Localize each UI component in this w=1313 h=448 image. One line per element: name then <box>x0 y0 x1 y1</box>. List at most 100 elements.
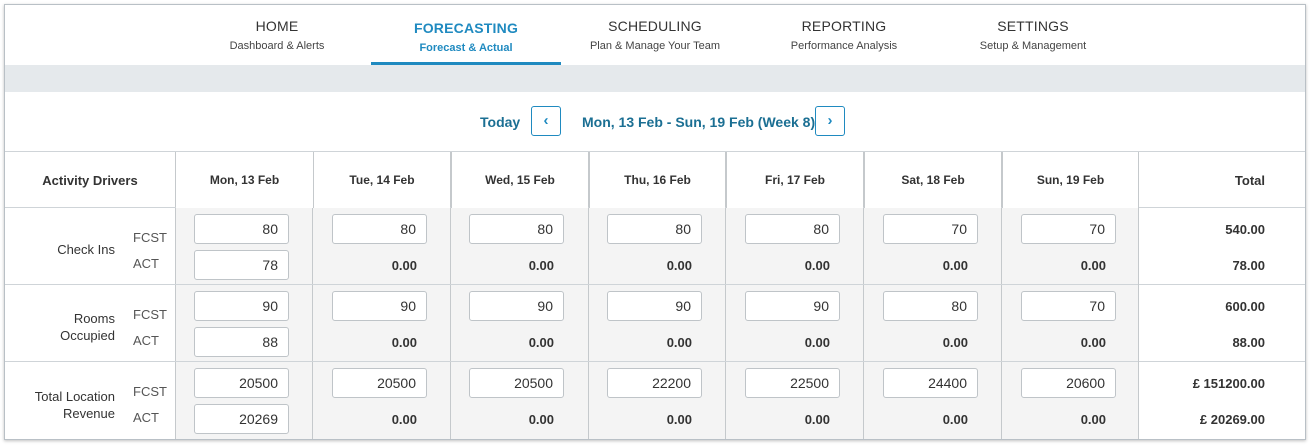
fcst-input[interactable]: 80 <box>745 214 840 244</box>
fcst-input[interactable]: 90 <box>469 291 564 321</box>
nav-settings-title: SETTINGS <box>997 18 1069 34</box>
act-value: 0.00 <box>804 335 830 350</box>
total-column-divider <box>1138 208 1139 439</box>
driver-name: Rooms Occupied <box>5 310 115 344</box>
act-value: 0.00 <box>528 335 554 350</box>
chevron-right-icon: › <box>827 112 833 129</box>
day-header: Thu, 16 Feb <box>589 152 725 208</box>
fcst-input[interactable]: 22500 <box>745 368 840 398</box>
fcst-input[interactable]: 70 <box>1021 291 1116 321</box>
act-value: 0.00 <box>942 258 968 273</box>
fcst-input[interactable]: 90 <box>607 291 702 321</box>
app-frame: HOME Dashboard & Alerts FORECASTING Fore… <box>4 4 1306 440</box>
driver-name-line1: Rooms <box>73 311 115 326</box>
prev-week-button[interactable]: ‹ <box>531 106 561 136</box>
day-header: Wed, 15 Feb <box>451 152 588 208</box>
act-value: 0.00 <box>528 258 554 273</box>
act-label: ACT <box>133 333 159 348</box>
total-header: Total <box>1138 152 1305 208</box>
act-total: £ 20269.00 <box>1199 412 1265 427</box>
nav-forecasting-subtitle: Forecast & Actual <box>419 42 513 54</box>
nav-settings[interactable]: SETTINGS Setup & Management <box>968 5 1098 65</box>
day-header: Fri, 17 Feb <box>726 152 863 208</box>
act-value: 0.00 <box>391 258 417 273</box>
act-value: 0.00 <box>1080 258 1106 273</box>
act-value: 0.00 <box>666 412 692 427</box>
act-value: 0.00 <box>804 258 830 273</box>
table-row-rooms-occupied: Rooms Occupied FCST ACT 90 90 90 90 90 8… <box>5 285 1305 362</box>
next-week-button[interactable]: › <box>815 106 845 136</box>
toolbar-band <box>5 65 1305 92</box>
day-header: Sat, 18 Feb <box>864 152 1001 208</box>
fcst-label: FCST <box>133 230 167 245</box>
act-value: 0.00 <box>666 335 692 350</box>
top-nav: HOME Dashboard & Alerts FORECASTING Fore… <box>5 5 1305 65</box>
act-value: 0.00 <box>391 335 417 350</box>
fcst-total: 540.00 <box>1225 222 1265 237</box>
fcst-input[interactable]: 80 <box>883 291 978 321</box>
nav-reporting[interactable]: REPORTING Performance Analysis <box>776 5 912 65</box>
nav-scheduling-subtitle: Plan & Manage Your Team <box>589 40 721 52</box>
nav-scheduling-title: SCHEDULING <box>608 18 702 34</box>
nav-settings-subtitle: Setup & Management <box>979 40 1087 52</box>
week-range-label: Mon, 13 Feb - Sun, 19 Feb (Week 8) <box>582 114 816 130</box>
nav-home-title: HOME <box>255 18 299 34</box>
nav-reporting-title: REPORTING <box>801 18 887 34</box>
driver-name-line1: Total Location <box>34 389 115 404</box>
fcst-input[interactable]: 80 <box>469 214 564 244</box>
driver-name: Check Ins <box>57 242 115 257</box>
nav-home-subtitle: Dashboard & Alerts <box>229 40 325 52</box>
table-row-total-location-revenue: Total Location Revenue FCST ACT 20500 20… <box>5 362 1305 439</box>
fcst-label: FCST <box>133 384 167 399</box>
nav-reporting-subtitle: Performance Analysis <box>790 40 898 52</box>
fcst-input[interactable]: 90 <box>194 291 289 321</box>
fcst-input[interactable]: 70 <box>883 214 978 244</box>
day-header: Tue, 14 Feb <box>313 152 450 208</box>
table-row-check-ins: Check Ins FCST ACT 80 80 80 80 80 70 70 … <box>5 208 1305 285</box>
act-input[interactable]: 20269 <box>194 404 289 434</box>
act-input[interactable]: 78 <box>194 250 289 280</box>
fcst-total: £ 151200.00 <box>1192 376 1265 391</box>
act-input[interactable]: 88 <box>194 327 289 357</box>
driver-name-line2: Revenue <box>62 406 115 421</box>
day-header: Sun, 19 Feb <box>1002 152 1138 208</box>
fcst-input[interactable]: 20600 <box>1021 368 1116 398</box>
nav-scheduling[interactable]: SCHEDULING Plan & Manage Your Team <box>575 5 735 65</box>
fcst-input[interactable]: 20500 <box>469 368 564 398</box>
week-selector: Today ‹ Mon, 13 Feb - Sun, 19 Feb (Week … <box>5 92 1305 152</box>
fcst-input[interactable]: 70 <box>1021 214 1116 244</box>
chevron-left-icon: ‹ <box>543 112 549 129</box>
fcst-total: 600.00 <box>1225 299 1265 314</box>
activity-drivers-header: Activity Drivers <box>42 172 138 188</box>
act-value: 0.00 <box>391 412 417 427</box>
act-value: 0.00 <box>804 412 830 427</box>
act-total: 78.00 <box>1232 258 1265 273</box>
act-value: 0.00 <box>528 412 554 427</box>
act-value: 0.00 <box>666 258 692 273</box>
act-value: 0.00 <box>942 335 968 350</box>
table-header-row: Activity Drivers Mon, 13 Feb Tue, 14 Feb… <box>5 152 1305 208</box>
driver-name-line2: Occupied <box>60 328 115 343</box>
fcst-input[interactable]: 22200 <box>607 368 702 398</box>
day-header: Mon, 13 Feb <box>176 152 313 208</box>
fcst-input[interactable]: 20500 <box>194 368 289 398</box>
fcst-input[interactable]: 90 <box>745 291 840 321</box>
act-value: 0.00 <box>942 412 968 427</box>
fcst-input[interactable]: 90 <box>332 291 427 321</box>
nav-forecasting[interactable]: FORECASTING Forecast & Actual <box>371 5 561 65</box>
fcst-input[interactable]: 80 <box>194 214 289 244</box>
fcst-input[interactable]: 20500 <box>332 368 427 398</box>
fcst-input[interactable]: 24400 <box>883 368 978 398</box>
act-value: 0.00 <box>1080 335 1106 350</box>
act-total: 88.00 <box>1232 335 1265 350</box>
nav-home[interactable]: HOME Dashboard & Alerts <box>210 5 344 65</box>
driver-name: Total Location Revenue <box>5 388 115 422</box>
today-button[interactable]: Today <box>480 114 521 130</box>
fcst-label: FCST <box>133 307 167 322</box>
nav-forecasting-title: FORECASTING <box>413 20 519 36</box>
fcst-input[interactable]: 80 <box>607 214 702 244</box>
act-label: ACT <box>133 256 159 271</box>
act-label: ACT <box>133 410 159 425</box>
act-value: 0.00 <box>1080 412 1106 427</box>
fcst-input[interactable]: 80 <box>332 214 427 244</box>
